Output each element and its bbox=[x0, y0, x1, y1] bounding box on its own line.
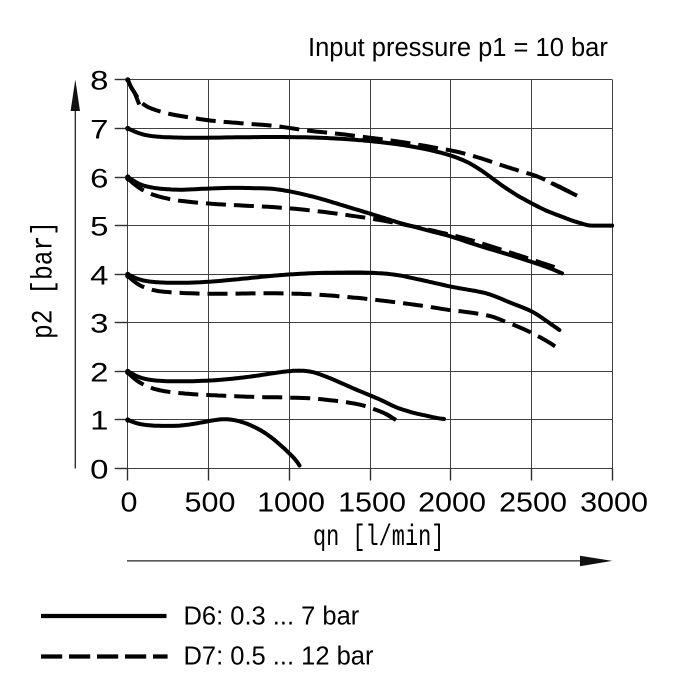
svg-text:1000: 1000 bbox=[257, 486, 325, 518]
svg-text:2: 2 bbox=[90, 358, 108, 388]
svg-text:1500: 1500 bbox=[338, 486, 406, 518]
svg-text:2500: 2500 bbox=[499, 486, 567, 518]
svg-text:qn [l/min]: qn [l/min] bbox=[313, 520, 444, 554]
svg-text:8: 8 bbox=[90, 66, 108, 96]
svg-text:5: 5 bbox=[90, 212, 108, 242]
svg-text:2000: 2000 bbox=[418, 486, 486, 518]
svg-text:7: 7 bbox=[90, 115, 108, 145]
svg-text:Input pressure p1 = 10 bar: Input pressure p1 = 10 bar bbox=[308, 34, 608, 62]
svg-text:3: 3 bbox=[90, 309, 108, 339]
svg-text:6: 6 bbox=[90, 164, 108, 194]
svg-text:4: 4 bbox=[90, 261, 108, 291]
svg-text:D6: 0.3 ... 7 bar: D6: 0.3 ... 7 bar bbox=[184, 603, 360, 631]
svg-text:D7: 0.5 ... 12 bar: D7: 0.5 ... 12 bar bbox=[184, 643, 374, 671]
svg-text:500: 500 bbox=[185, 486, 236, 518]
svg-text:3000: 3000 bbox=[580, 486, 648, 518]
svg-text:p2 [bar]: p2 [bar] bbox=[27, 221, 61, 339]
svg-text:0: 0 bbox=[121, 486, 138, 518]
svg-text:1: 1 bbox=[90, 406, 108, 436]
svg-text:0: 0 bbox=[90, 455, 108, 485]
